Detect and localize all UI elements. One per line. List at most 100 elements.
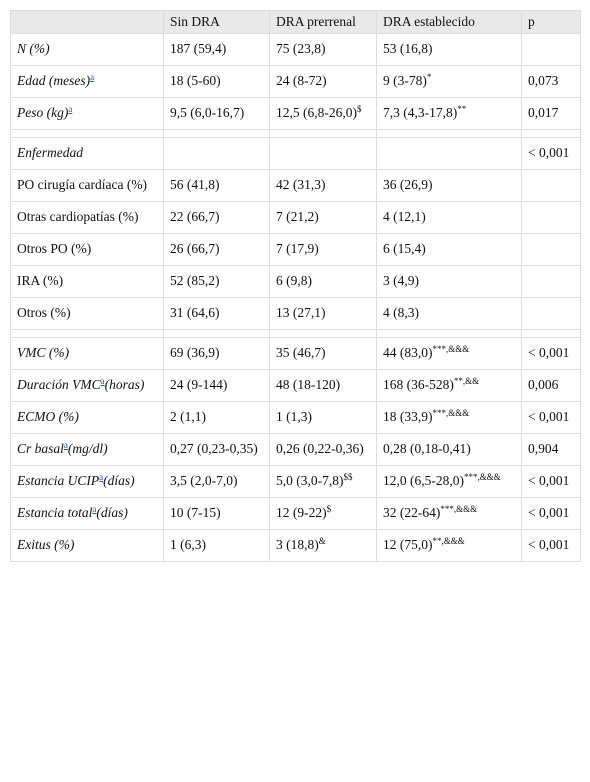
significance-mark: **	[457, 104, 467, 114]
header-cell	[10, 10, 164, 34]
footnote-link[interactable]: a	[90, 72, 95, 82]
cell-text: 31 (64,6)	[170, 305, 220, 320]
row-label: Edad (meses)a	[10, 65, 164, 98]
value-cell: 10 (7-15)	[163, 497, 270, 530]
label-text: PO cirugía cardíaca (%)	[17, 177, 148, 192]
cell-text: 32 (22-64)	[383, 505, 441, 520]
header-cell: DRA prerrenal	[269, 10, 377, 34]
cell-text: 4 (12,1)	[383, 209, 426, 224]
cell-text: 3,5 (2,0-7,0)	[170, 473, 238, 488]
value-cell: 1 (6,3)	[163, 529, 270, 562]
value-cell	[163, 137, 270, 170]
value-cell: 56 (41,8)	[163, 169, 270, 202]
value-cell: 0,073	[521, 65, 581, 98]
header-row: Sin DRA DRA prerrenal DRA establecido p	[10, 10, 581, 34]
value-cell: 0,904	[521, 433, 581, 466]
row-label: Duración VMCa(horas)	[10, 369, 164, 402]
header-cell: DRA establecido	[376, 10, 522, 34]
cell-text: 44 (83,0)	[383, 345, 433, 360]
table-row: VMC (%) 69 (36,9) 35 (46,7) 44 (83,0)***,&&…	[10, 337, 581, 370]
value-cell: 7 (17,9)	[269, 233, 377, 266]
value-cell: 0,27 (0,23-0,35)	[163, 433, 270, 466]
table-row: PO cirugía cardíaca (%) 56 (41,8) 42 (31,3…	[10, 169, 581, 202]
label-text: Cr basal	[17, 441, 64, 456]
label-unit: (días)	[96, 505, 128, 520]
cell-text: 18 (5-60)	[170, 73, 221, 88]
value-cell: 18 (5-60)	[163, 65, 270, 98]
value-cell: 12 (9-22)$	[269, 497, 377, 530]
table-row: Estancia UCIPa(días) 3,5 (2,0-7,0) 5,0 (3,…	[10, 465, 581, 498]
row-label: N (%)	[10, 33, 164, 66]
table-row: Otras cardiopatías (%) 22 (66,7) 7 (21,2) 4…	[10, 201, 581, 234]
row-label: PO cirugía cardíaca (%)	[10, 169, 164, 202]
row-label: Enfermedad	[10, 137, 164, 170]
significance-mark: ***,&&&	[464, 472, 501, 482]
cell-text: 36 (26,9)	[383, 177, 433, 192]
spacer-cell	[269, 129, 377, 138]
cell-text: 6 (9,8)	[276, 273, 312, 288]
table-row: Enfermedad < 0,001	[10, 137, 581, 170]
cell-text: 69 (36,9)	[170, 345, 220, 360]
value-cell: 44 (83,0)***,&&&	[376, 337, 522, 370]
spacer-cell	[521, 329, 581, 338]
value-cell: 3,5 (2,0-7,0)	[163, 465, 270, 498]
row-label: Estancia UCIPa(días)	[10, 465, 164, 498]
cell-text: 0,27 (0,23-0,35)	[170, 441, 258, 456]
cell-text: 0,904	[528, 441, 559, 456]
footnote-link[interactable]: a	[100, 376, 105, 386]
cell-text: 75 (23,8)	[276, 41, 326, 56]
significance-mark: ***,&&&	[432, 344, 470, 354]
value-cell: 0,26 (0,22-0,36)	[269, 433, 377, 466]
footnote-link[interactable]: a	[63, 440, 68, 450]
value-cell: 5,0 (3,0-7,8)$$	[269, 465, 377, 498]
cell-text: 53 (16,8)	[383, 41, 433, 56]
cell-text: < 0,001	[528, 473, 570, 488]
value-cell: 31 (64,6)	[163, 297, 270, 330]
label-text: Enfermedad	[17, 145, 83, 160]
label-text: Otros (%)	[17, 305, 71, 320]
label-unit: (horas)	[104, 377, 145, 392]
cell-text: 0,006	[528, 377, 559, 392]
footnote-link[interactable]: a	[68, 104, 73, 114]
cell-text: 24 (8-72)	[276, 73, 327, 88]
footnote-link[interactable]: a	[99, 472, 104, 482]
value-cell: 0,28 (0,18-0,41)	[376, 433, 522, 466]
value-cell: 35 (46,7)	[269, 337, 377, 370]
row-label: Otros (%)	[10, 297, 164, 330]
value-cell: 12,0 (6,5-28,0)***,&&&	[376, 465, 522, 498]
spacer-cell	[10, 129, 164, 138]
row-label: Cr basala(mg/dl)	[10, 433, 164, 466]
cell-text: 2 (1,1)	[170, 409, 206, 424]
value-cell: 36 (26,9)	[376, 169, 522, 202]
value-cell: 13 (27,1)	[269, 297, 377, 330]
value-cell: 12,5 (6,8-26,0)$	[269, 97, 377, 130]
value-cell: 3 (18,8)&	[269, 529, 377, 562]
table-row: Cr basala(mg/dl) 0,27 (0,23-0,35) 0,26 (0,…	[10, 433, 581, 466]
cell-text: 0,26 (0,22-0,36)	[276, 441, 364, 456]
significance-mark: &	[318, 536, 326, 546]
value-cell: 187 (59,4)	[163, 33, 270, 66]
value-cell: 48 (18-120)	[269, 369, 377, 402]
significance-mark: *	[426, 72, 432, 82]
label-text: Peso (kg)	[17, 105, 69, 120]
value-cell: 26 (66,7)	[163, 233, 270, 266]
row-label: Exitus (%)	[10, 529, 164, 562]
table-row: ECMO (%) 2 (1,1) 1 (1,3) 18 (33,9)***,&&& < …	[10, 401, 581, 434]
value-cell: < 0,001	[521, 137, 581, 170]
row-label: IRA (%)	[10, 265, 164, 298]
row-label: Estancia totala(días)	[10, 497, 164, 530]
cell-text: 168 (36-528)	[383, 377, 454, 392]
cell-text: < 0,001	[528, 505, 570, 520]
value-cell: 75 (23,8)	[269, 33, 377, 66]
cell-text: 26 (66,7)	[170, 241, 220, 256]
label-text: Estancia UCIP	[17, 473, 100, 488]
cell-text: 12 (9-22)	[276, 505, 327, 520]
cell-text: 56 (41,8)	[170, 177, 220, 192]
cell-text: 0,28 (0,18-0,41)	[383, 441, 471, 456]
value-cell: 69 (36,9)	[163, 337, 270, 370]
value-cell: 18 (33,9)***,&&&	[376, 401, 522, 434]
cell-text: 5,0 (3,0-7,8)	[276, 473, 344, 488]
footnote-link[interactable]: a	[92, 504, 97, 514]
table-row: Edad (meses)a 18 (5-60) 24 (8-72) 9 (3-78)*…	[10, 65, 581, 98]
cell-text: 52 (85,2)	[170, 273, 220, 288]
